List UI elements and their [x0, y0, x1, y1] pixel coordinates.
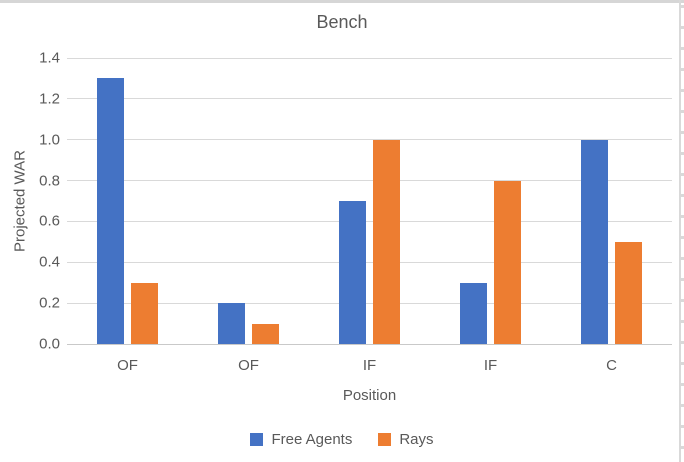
bar-rays [252, 323, 279, 344]
bar-free-agents [339, 201, 366, 344]
y-tick-label: 0.4 [39, 253, 60, 271]
chart-top-border [0, 0, 684, 3]
x-axis-line [67, 343, 672, 345]
y-tick-label: 1.2 [39, 90, 60, 108]
x-axis-title: Position [342, 387, 397, 404]
y-tick-label: 0.2 [39, 294, 60, 312]
gridline [67, 261, 672, 263]
y-axis-title: Projected WAR [11, 150, 29, 252]
bar-free-agents [460, 282, 487, 344]
x-tick-label-if: IF [362, 357, 377, 374]
gridline [67, 57, 672, 59]
bar-free-agents [218, 303, 245, 344]
chart-right-border [679, 0, 681, 462]
bar-free-agents [581, 139, 608, 344]
plot-area [67, 57, 672, 345]
gridline [67, 98, 672, 100]
bar-group-of [67, 58, 188, 344]
bar-groups [67, 58, 672, 344]
bar-group-if [309, 58, 430, 344]
x-tick-label-if: IF [483, 357, 498, 374]
x-axis-tick-labels: OF OF IF IF C [67, 357, 672, 374]
legend-swatch-free-agents [250, 433, 264, 446]
legend-item-free-agents: Free Agents [250, 431, 352, 448]
y-tick-label: 1.0 [39, 131, 60, 149]
gridline [67, 302, 672, 304]
chart-title: Bench [316, 12, 368, 32]
y-tick-label: 0.6 [39, 212, 60, 230]
bar-rays [373, 139, 400, 344]
x-tick-label-c: C [606, 357, 617, 374]
bar-free-agents [97, 78, 124, 344]
gridline [67, 180, 672, 182]
legend-label-rays: Rays [399, 431, 434, 448]
y-tick-label: 0.8 [39, 172, 60, 190]
gridline [67, 139, 672, 141]
bar-rays [494, 180, 521, 344]
y-tick-label: 0.0 [39, 335, 60, 353]
bar-group-of [188, 58, 309, 344]
legend-item-rays: Rays [378, 431, 434, 448]
legend-swatch-rays [378, 433, 392, 446]
bar-group-c [551, 58, 672, 344]
gridline [67, 220, 672, 222]
legend-label-free-agents: Free Agents [271, 431, 353, 448]
y-tick-label: 1.4 [39, 49, 60, 67]
chart-legend: Free Agents Rays [0, 431, 684, 448]
bar-rays [131, 282, 158, 344]
bar-group-if [430, 58, 551, 344]
bar-rays [615, 241, 642, 344]
x-tick-label-of: OF [238, 357, 259, 374]
x-tick-label-of: OF [117, 357, 138, 374]
worksheet-gridline-stubs [681, 5, 684, 462]
